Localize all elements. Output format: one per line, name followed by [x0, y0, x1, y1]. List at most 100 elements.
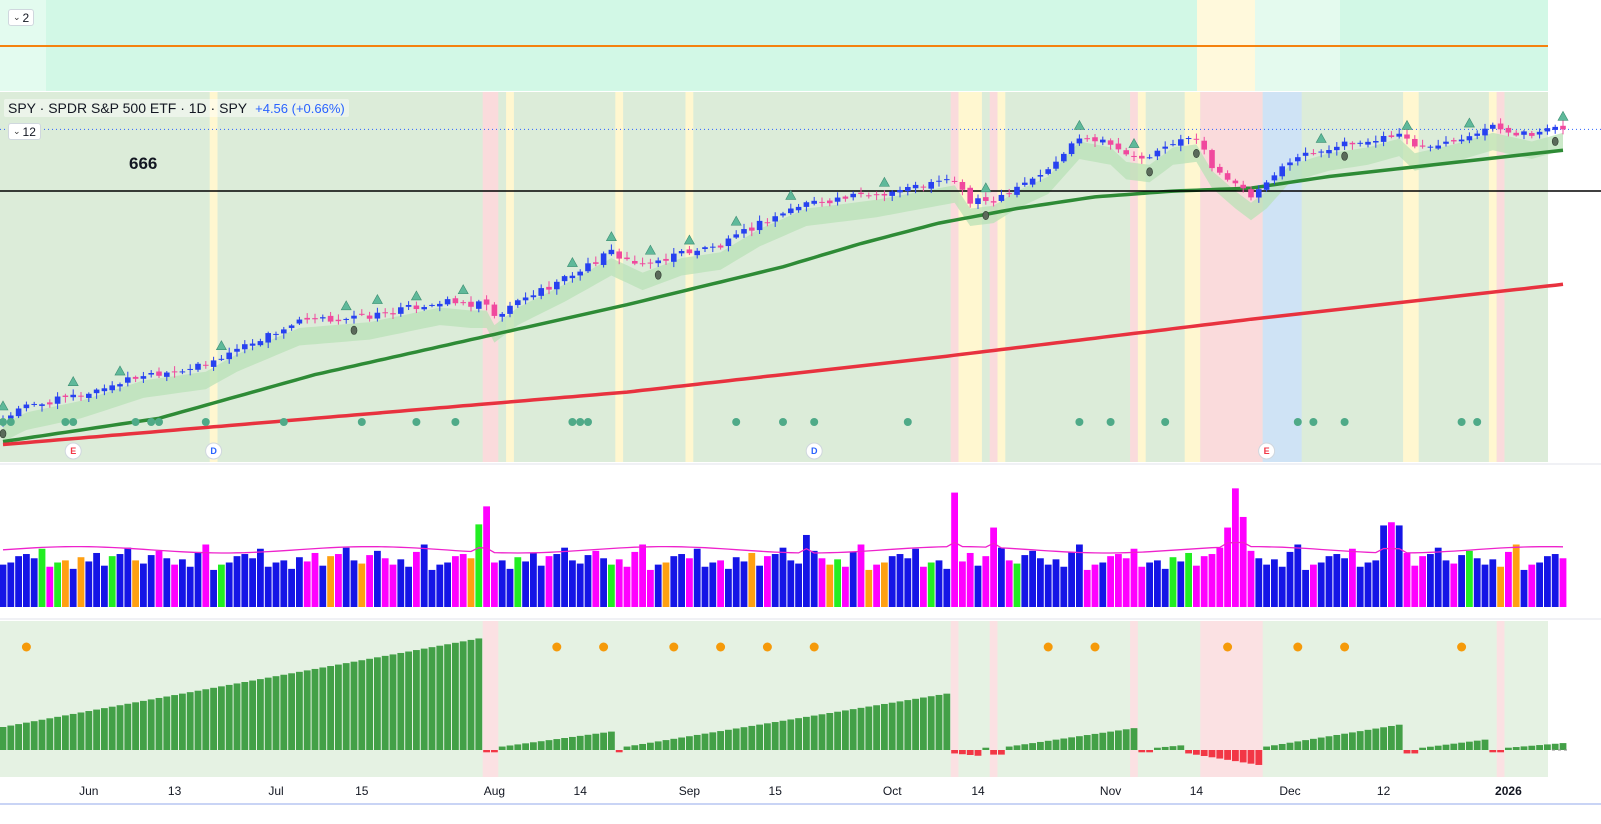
candle: [148, 373, 154, 375]
candle: [741, 229, 747, 234]
triangle-marker: [1315, 132, 1327, 143]
volume-bar: [1325, 556, 1333, 607]
triangle-marker: [0, 400, 9, 411]
candle: [671, 253, 677, 262]
event-marker: [805, 442, 823, 460]
oscillator-bar: [647, 742, 654, 750]
candle: [1256, 189, 1262, 198]
candle: [483, 299, 490, 305]
volume-bar: [1489, 559, 1497, 607]
volume-bar: [1536, 562, 1543, 607]
oscillator-bar: [225, 684, 233, 750]
candle: [460, 302, 466, 304]
oscillator-bar: [1263, 746, 1270, 750]
candle: [694, 250, 700, 256]
candle: [125, 377, 131, 383]
oscillator-bar: [600, 732, 607, 750]
candle: [803, 202, 810, 207]
symbol-legend[interactable]: SPY · SPDR S&P 500 ETF · 1D · SPY +4.56 …: [4, 99, 349, 117]
candle: [1365, 141, 1371, 145]
oscillator-bar: [748, 725, 756, 750]
volume-bar: [46, 566, 54, 607]
candle: [1139, 155, 1145, 159]
volume-bar: [896, 554, 904, 607]
oscillator-bar: [62, 715, 69, 750]
oscillator-bar: [413, 650, 420, 750]
oscillator-bar: [85, 711, 93, 750]
candle: [811, 200, 817, 204]
oscillator-bar: [1169, 746, 1177, 750]
oscillator-bar: [350, 661, 358, 750]
oscillator-bar: [1473, 740, 1481, 750]
volume-bar: [615, 559, 623, 607]
volume-bar: [1224, 527, 1231, 607]
oscillator-bar: [1099, 732, 1107, 750]
volume-bar: [202, 544, 210, 607]
chevron-down-icon: ⌄: [13, 126, 21, 136]
volume-bar: [857, 544, 865, 607]
shaded-zone-red: [1496, 92, 1505, 462]
triangle-marker: [1463, 117, 1475, 128]
candle: [1466, 136, 1473, 141]
volume-bar: [1310, 564, 1317, 607]
volume-bar: [1029, 550, 1036, 607]
volume-bar: [982, 556, 990, 607]
indicator-collapse-button[interactable]: ⌄ 12: [8, 123, 41, 140]
x-axis-label: Dec: [1279, 784, 1300, 798]
candle: [1404, 134, 1410, 139]
dark-marker: [654, 270, 662, 280]
candle: [936, 180, 942, 182]
volume-bar: [1302, 569, 1309, 607]
oscillator-bar: [1310, 738, 1317, 750]
oscillator-dot: [599, 642, 609, 652]
candle: [70, 394, 76, 398]
triangle-marker: [566, 256, 578, 267]
oscillator-bar: [116, 705, 124, 750]
oscillator-bar: [374, 657, 381, 750]
top-pane-collapse-button[interactable]: ⌄ 2: [8, 9, 35, 26]
volume-bar: [701, 566, 709, 607]
triangle-marker: [785, 189, 797, 200]
dark-marker: [1146, 167, 1153, 177]
oscillator-bar: [803, 716, 810, 750]
candle: [788, 208, 794, 214]
oscillator-bar: [108, 706, 116, 750]
shaded-zone-red: [1130, 92, 1138, 462]
triangle-marker: [67, 376, 79, 386]
candle: [452, 298, 459, 304]
volume-bar: [1450, 563, 1458, 607]
candle: [1349, 142, 1356, 145]
candle: [62, 395, 69, 397]
signal-dot: [903, 418, 912, 426]
candle: [546, 286, 552, 290]
volume-bar: [943, 568, 951, 607]
candle: [312, 318, 318, 320]
oscillator-bar: [662, 740, 670, 750]
shaded-zone-yellow: [997, 92, 1006, 462]
oscillator-bar: [303, 670, 311, 750]
volume-bar: [155, 550, 163, 607]
volume-bar: [732, 557, 740, 607]
candle: [749, 227, 755, 231]
volume-bar: [366, 555, 373, 607]
candle: [1092, 137, 1098, 142]
oscillator-bar: [756, 724, 763, 750]
volume-bar: [654, 564, 662, 607]
event-letter: D: [811, 446, 818, 456]
candle: [343, 318, 349, 320]
volume-bar: [1473, 558, 1481, 607]
candle: [1006, 193, 1012, 195]
volume-bar: [1317, 562, 1325, 607]
candles: [0, 118, 1566, 427]
oscillator-bar: [389, 654, 397, 750]
volume-bar: [545, 556, 553, 607]
oscillator-bar: [982, 747, 990, 750]
volume-bar: [803, 534, 810, 607]
oscillator-bar: [1146, 750, 1153, 753]
candle: [1224, 173, 1231, 180]
oscillator-bar: [561, 738, 568, 750]
oscillator-bar: [467, 639, 475, 750]
volume-bar: [818, 558, 826, 607]
volume-bar: [678, 554, 685, 607]
